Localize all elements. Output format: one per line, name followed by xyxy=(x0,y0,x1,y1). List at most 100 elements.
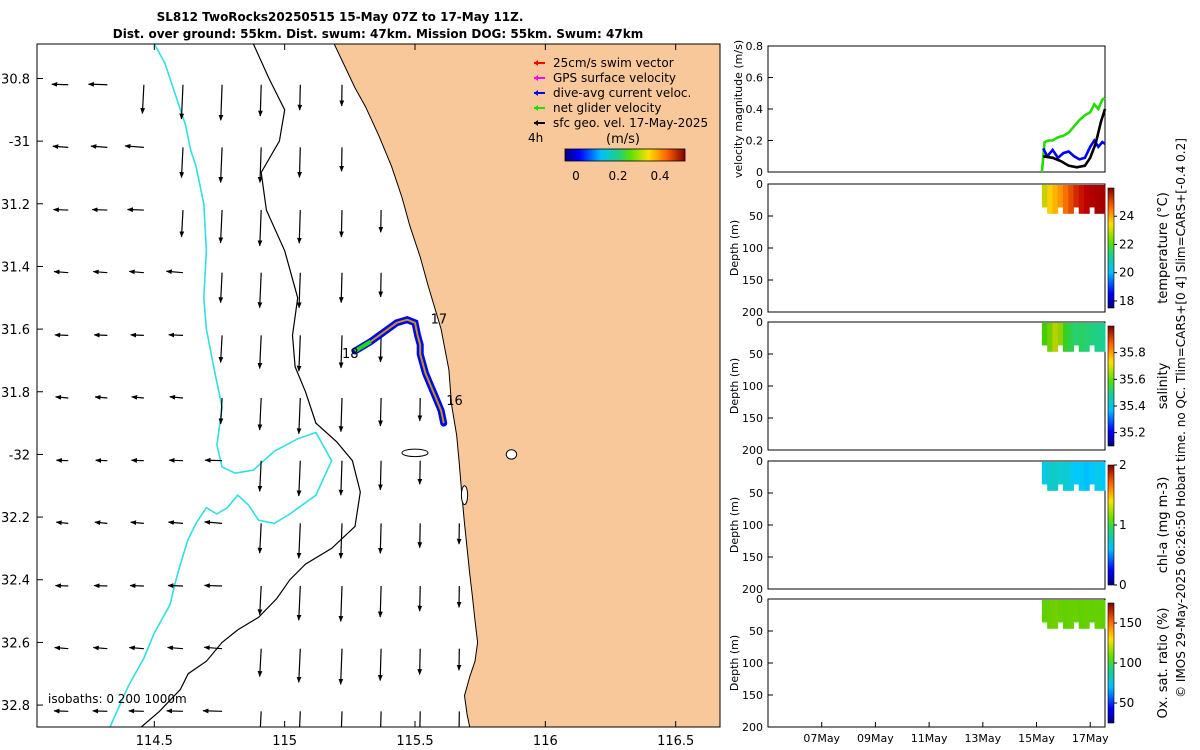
temperature-profile-cell xyxy=(1068,185,1074,214)
legend-arrowhead xyxy=(534,120,538,126)
map-ticks: 114.5 115 115.5 116 116.5 30.8 -31 31.2 31.4 31.6… xyxy=(1,44,694,749)
geo-velocity-vector xyxy=(165,269,184,275)
geo-velocity-vector xyxy=(257,147,263,183)
time-tick-label: 17May xyxy=(1072,732,1109,745)
chlorophyll-colorbar xyxy=(1107,464,1115,586)
legend-entry: 25cm/s swim vector xyxy=(553,56,674,70)
colorbar-bar xyxy=(564,148,686,162)
geo-velocity-vector xyxy=(380,711,382,727)
oxygen-profile-cell xyxy=(1041,600,1048,623)
temperature-profile-cell xyxy=(1089,185,1095,208)
oxygen-profile-cell xyxy=(1062,600,1069,629)
time-tick-label: 09May xyxy=(857,732,894,745)
geo-velocity-vector xyxy=(53,269,69,275)
temperature-profile-cell xyxy=(1094,185,1101,214)
isobath-200m xyxy=(109,44,333,727)
salinity-profile-cell xyxy=(1073,323,1080,346)
salinity-colorbar xyxy=(1107,325,1115,447)
map-x-tick-label: 115.5 xyxy=(396,734,433,749)
geo-velocity-vector xyxy=(90,144,108,149)
temperature-profile-cell xyxy=(1047,185,1053,214)
temperature-y-tick-label: 100 xyxy=(742,242,763,255)
geo-velocity-vector xyxy=(218,335,224,364)
island xyxy=(460,485,469,506)
geo-velocity-vector xyxy=(126,207,144,213)
geo-velocity-vector xyxy=(203,583,223,589)
salinity-y-tick-label: 0 xyxy=(756,316,763,329)
salinity-profile-cell xyxy=(1068,323,1074,352)
velocity-y-tick-label: 0.8 xyxy=(746,40,764,53)
chlorophyll-colorbar-tick-label: 0 xyxy=(1119,578,1127,592)
map-x-tick-label: 116.5 xyxy=(657,734,694,749)
geo-velocity-vector xyxy=(204,519,223,525)
time-tick-label: 15May xyxy=(1018,732,1055,745)
temperature-y-tick-label: 0 xyxy=(756,178,763,191)
geo-velocity-vector xyxy=(417,648,423,676)
geo-velocity-vector xyxy=(296,460,302,497)
day-marker-label: 16 xyxy=(446,394,463,409)
geo-velocity-vector xyxy=(296,648,302,683)
temperature-colorbar-label: temperature (°C) xyxy=(1156,192,1171,304)
temperature-profile-cell xyxy=(1073,185,1080,208)
temperature-profile-cell xyxy=(1078,185,1085,214)
oxygen-colorbar xyxy=(1107,602,1115,724)
legend-entry: net glider velocity xyxy=(553,101,661,115)
geo-velocity-vector xyxy=(257,272,263,309)
geo-velocity-vector xyxy=(55,394,69,400)
chlorophyll-y-tick-label: 200 xyxy=(742,583,763,596)
geo-velocity-vector xyxy=(128,645,144,651)
map-y-tick-label: 31.4 xyxy=(1,260,30,275)
legend-entry: GPS surface velocity xyxy=(553,71,676,85)
geo-velocity-vector xyxy=(94,520,108,526)
geo-velocity-vector xyxy=(338,523,344,559)
geo-velocity-vector xyxy=(124,143,144,149)
velocity-series-line xyxy=(1040,96,1106,173)
colorbar-side-label: 4h xyxy=(528,131,543,145)
geo-velocity-vector xyxy=(131,394,144,400)
geo-velocity-vector xyxy=(257,585,263,616)
temperature-profile-cell xyxy=(1052,185,1059,214)
time-tick-label: 11May xyxy=(911,732,948,745)
chlorophyll-profile-cell xyxy=(1052,462,1059,491)
chlorophyll-profile-cell xyxy=(1068,462,1074,491)
oxygen-colorbar-tick-label: 50 xyxy=(1119,696,1134,710)
chlorophyll-profile-cell xyxy=(1041,462,1048,485)
geo-velocity-vector xyxy=(297,84,303,111)
geo-velocity-vector xyxy=(140,84,146,115)
map-panel: 16 17 18 114.5 115 115.5 116 116.5 30.8 -31 31.2 3… xyxy=(1,43,721,749)
salinity-colorbar-tick-label: 35.6 xyxy=(1119,372,1146,386)
chlorophyll-profile-cell xyxy=(1057,462,1064,485)
geo-velocity-vector xyxy=(169,394,184,400)
map-y-tick-label: -32 xyxy=(9,448,30,463)
oxygen-colorbar-label: Ox. sat. ratio (%) xyxy=(1156,608,1171,719)
day-marker-label: 18 xyxy=(342,347,359,362)
chlorophyll-panel: 0 50 100 150 200 Depth (m) 0 1 2 chl-a (mg m-3) xyxy=(728,455,1171,596)
geo-velocity-vector xyxy=(296,523,302,559)
salinity-y-label: Depth (m) xyxy=(728,358,741,414)
geo-velocity-vector xyxy=(296,585,302,621)
time-tick-label: 13May xyxy=(964,732,1001,745)
figure-subtitle: Dist. over ground: 55km. Dist. swum: 47k… xyxy=(113,27,643,41)
velocity-frame xyxy=(767,45,1106,173)
salinity-colorbar-tick-label: 35.2 xyxy=(1119,426,1146,440)
map-content: 16 17 18 xyxy=(37,44,720,727)
colorbar-tick: 0 xyxy=(572,169,580,183)
velocity-y-tick-label: 0.2 xyxy=(746,135,764,148)
temperature-colorbar-tick-label: 22 xyxy=(1119,237,1134,251)
temperature-panel: 0 50 100 150 200 Depth (m) 18 20 22 24 temperature… xyxy=(728,178,1171,319)
salinity-colorbar-label: salinity xyxy=(1156,362,1171,409)
salinity-y-tick-label: 150 xyxy=(742,412,763,425)
map-x-tick-label: 114.5 xyxy=(136,734,173,749)
colorbar-label: (m/s) xyxy=(606,132,640,147)
map-frame xyxy=(36,43,721,728)
legend-entry: sfc geo. vel. 17-May-2025 xyxy=(553,116,708,130)
oxygen-y-tick-label: 150 xyxy=(742,689,763,702)
map-y-tick-label: 32.6 xyxy=(1,636,30,651)
geo-velocity-vector xyxy=(377,585,383,618)
chlorophyll-profile-cell xyxy=(1099,462,1106,491)
geo-velocity-vector xyxy=(378,523,383,554)
geo-velocity-vector xyxy=(257,210,263,247)
